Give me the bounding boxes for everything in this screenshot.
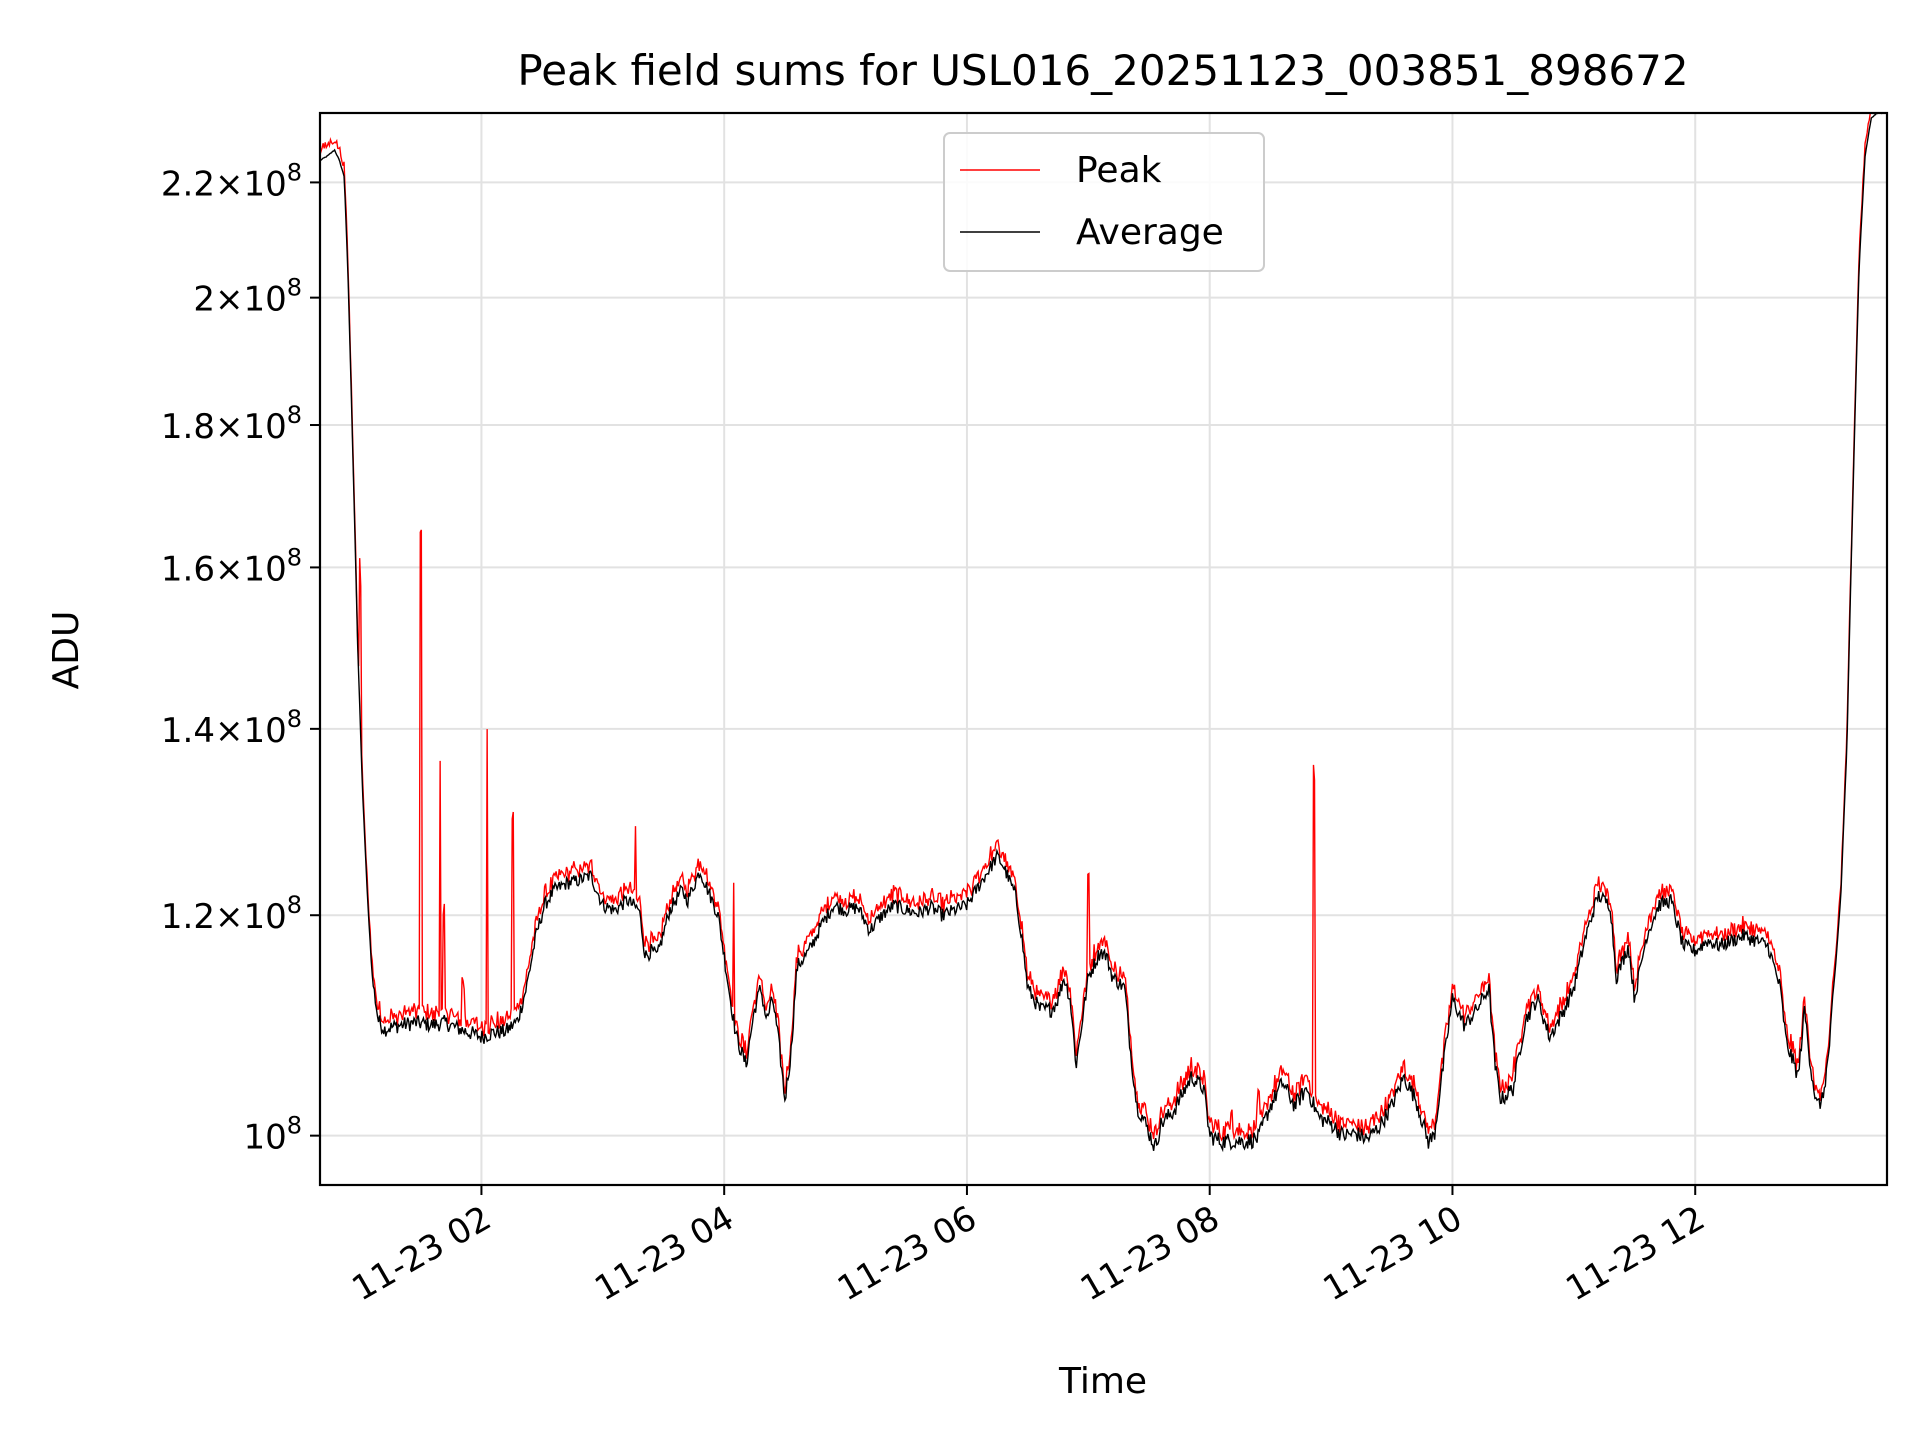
- grid: [320, 113, 1887, 1185]
- plot-frame: [318, 111, 1889, 1187]
- y-tick-label: 108: [243, 1112, 302, 1158]
- chart-title: Peak field sums for USL016_20251123_0038…: [517, 46, 1688, 95]
- y-tick-label: 1.4×108: [161, 705, 302, 751]
- legend-box: [943, 132, 1265, 272]
- y-tick-label: 1.6×108: [161, 543, 302, 589]
- legend: Peak Average: [943, 132, 1265, 272]
- y-tick-label: 1.8×108: [161, 401, 302, 447]
- x-tick-label: 11-23 10: [1317, 1198, 1469, 1309]
- x-axis-label: Time: [1058, 1361, 1147, 1402]
- x-tick-label: 11-23 06: [831, 1198, 983, 1309]
- x-tick-label: 11-23 08: [1074, 1198, 1226, 1309]
- x-tick-label: 11-23 12: [1559, 1198, 1711, 1309]
- legend-peak-label: Peak: [1076, 150, 1162, 191]
- y-tick-label: 2×108: [193, 274, 302, 320]
- x-tick-label: 11-23 02: [346, 1198, 498, 1309]
- average-series-line: [319, 112, 1888, 1153]
- y-tick-label: 1.2×108: [161, 891, 302, 937]
- x-tick-label: 11-23 04: [588, 1198, 740, 1309]
- x-axis: 11-23 02 11-23 04 11-23 06 11-23 08 11-23 10…: [346, 1185, 1712, 1309]
- legend-average-label: Average: [1076, 212, 1224, 253]
- y-axis: 108 1.2×108 1.4×108 1.6×108 1.8×108 2×108 2.2×…: [161, 158, 320, 1158]
- plot-area: [319, 112, 1888, 1153]
- peak-series-line: [319, 112, 1887, 1142]
- y-tick-label: 2.2×108: [161, 158, 302, 204]
- y-axis-label: ADU: [46, 611, 87, 690]
